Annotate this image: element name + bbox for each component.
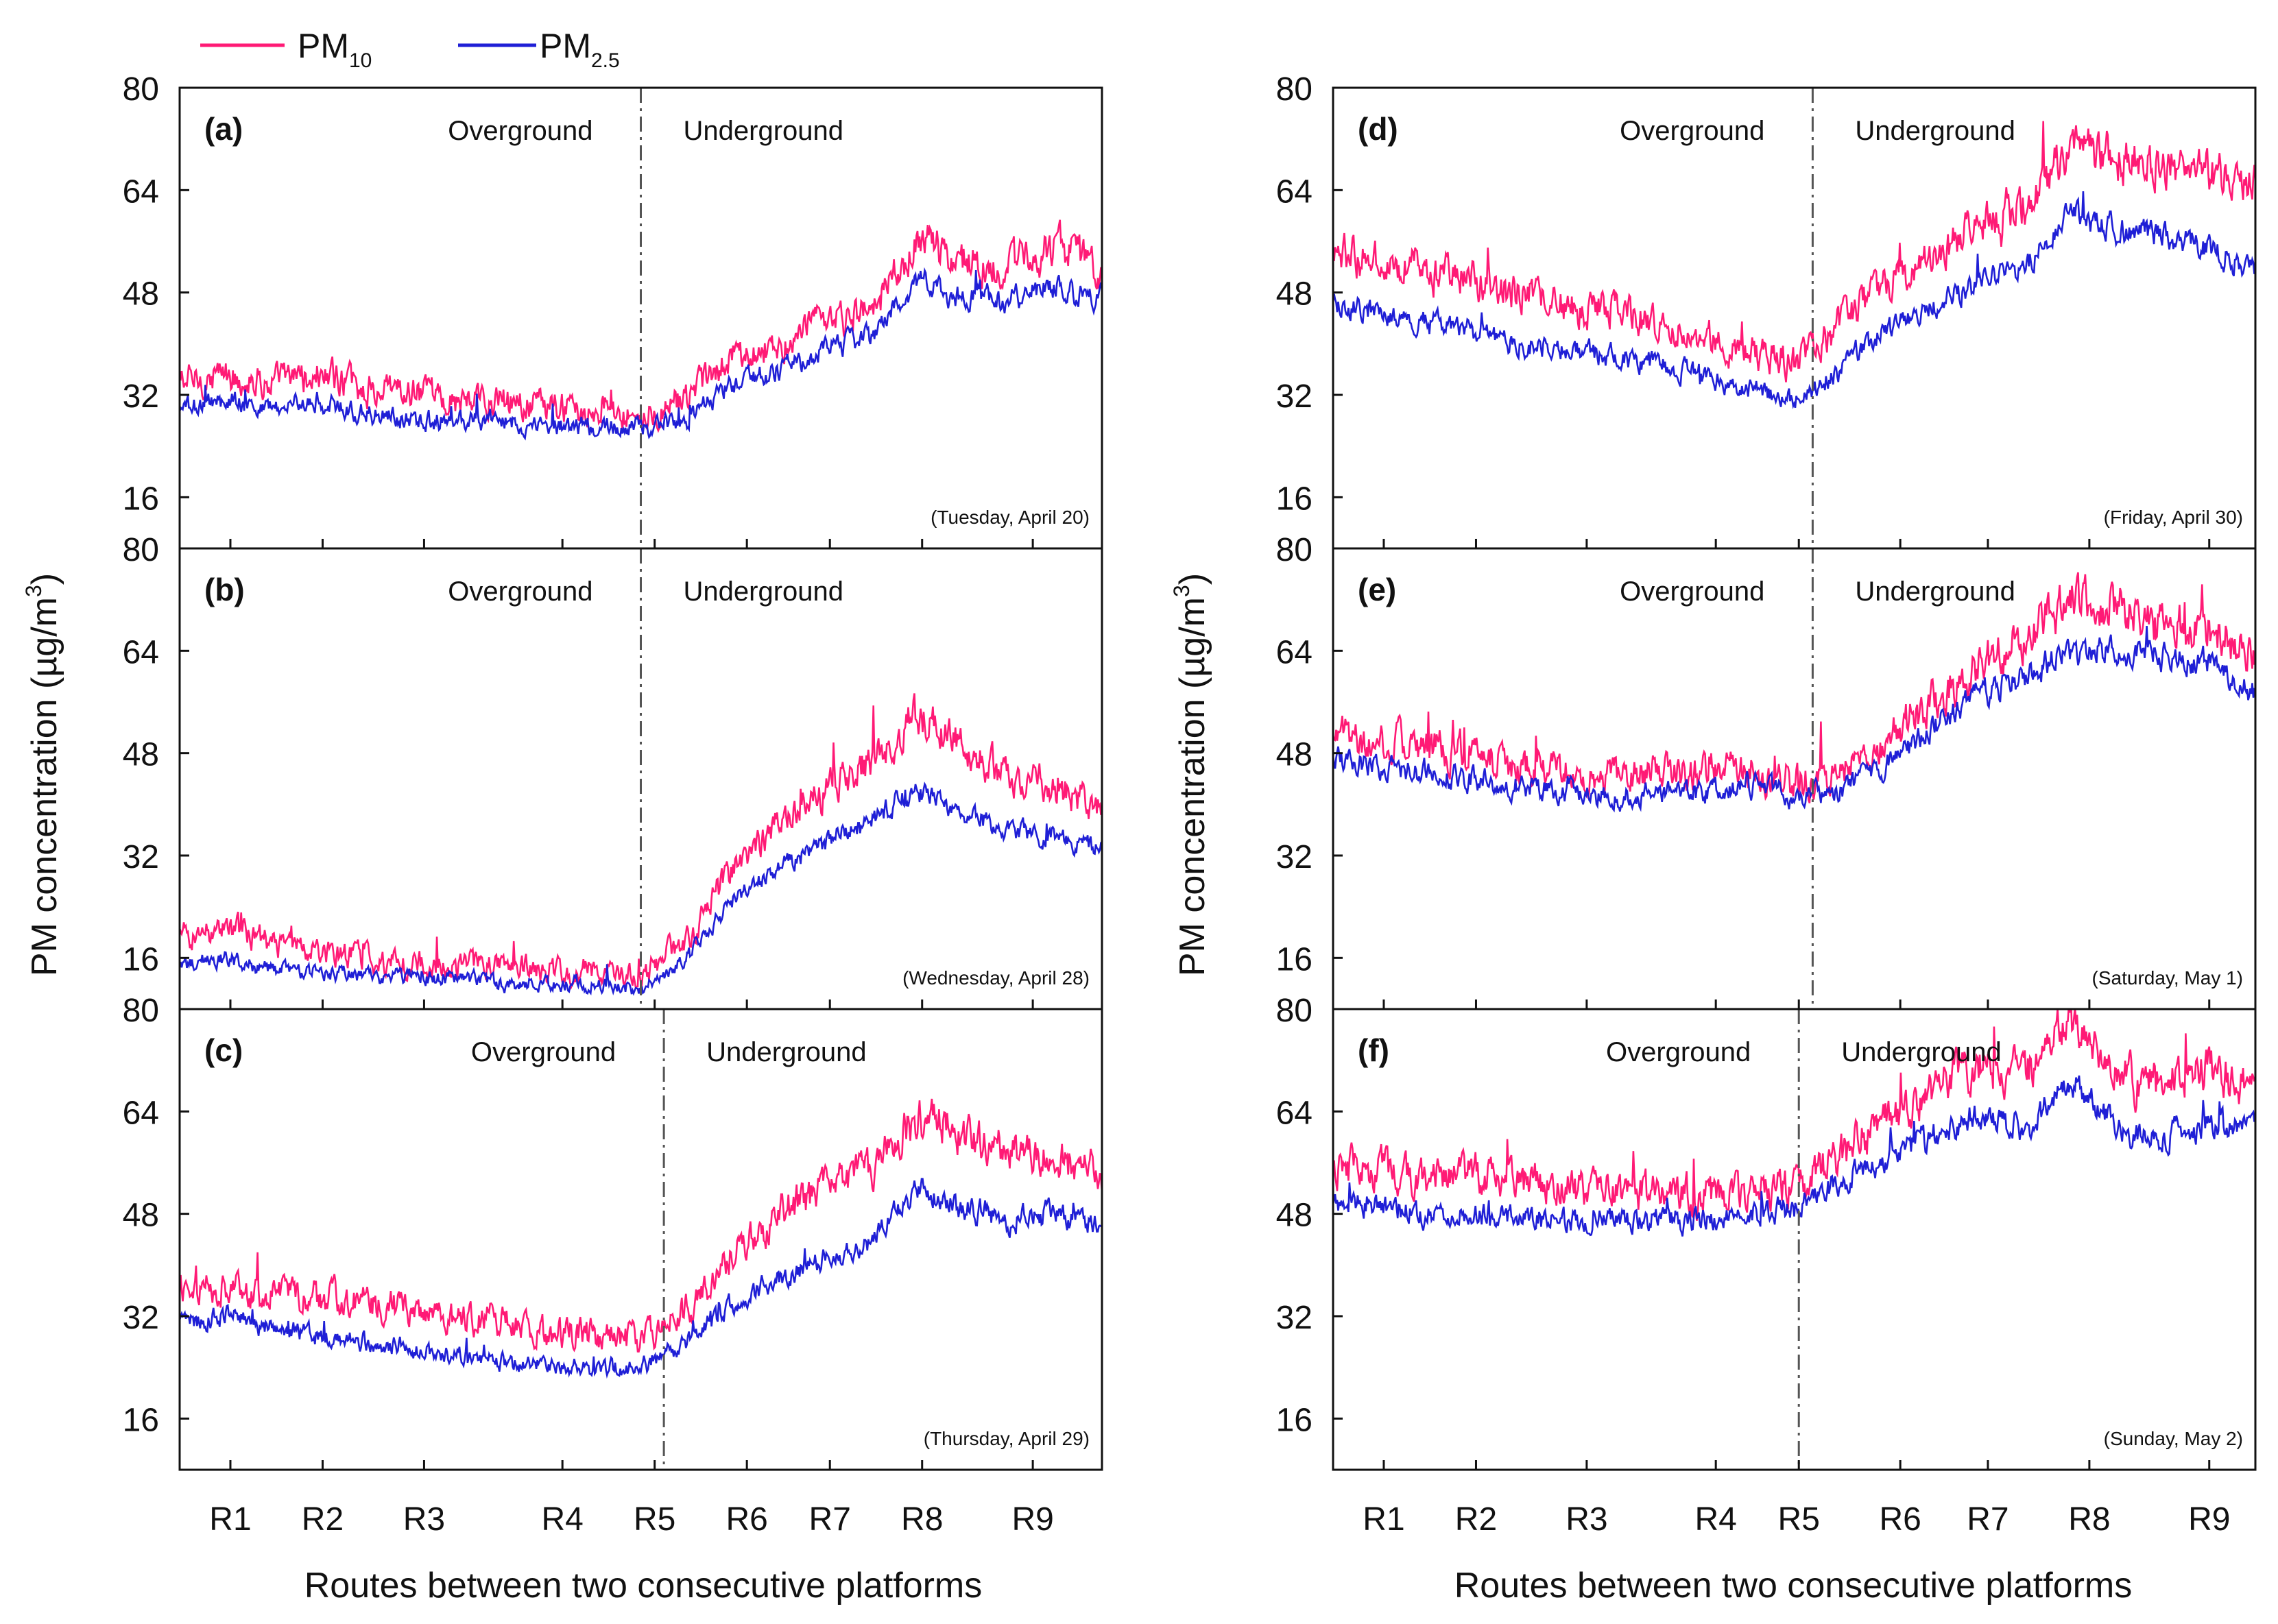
series-line-pm10-f [1333, 1009, 2255, 1221]
date-label: (Wednesday, April 28) [902, 967, 1090, 989]
panel-frame [1332, 1008, 2257, 1471]
y-tick-label: 16 [123, 941, 159, 978]
x-tick-label: R3 [1566, 1501, 1607, 1538]
y-tick-label: 32 [123, 378, 159, 415]
x-tick-label: R9 [1011, 1501, 1053, 1538]
region-label-overground: Overground [1620, 577, 1764, 607]
region-label-overground: Overground [448, 577, 592, 607]
panel-label: (d) [1358, 111, 1398, 147]
x-tick-label: R1 [1363, 1501, 1404, 1538]
y-tick-label: 80 [1276, 993, 1312, 1029]
panel-label: (e) [1358, 572, 1396, 607]
series-line-pm10-c [180, 1098, 1102, 1353]
y-tick-label: 16 [1276, 941, 1312, 978]
panel-label: (f) [1358, 1032, 1389, 1068]
x-tick-label: R7 [809, 1501, 851, 1538]
y-tick-label: 16 [1276, 1402, 1312, 1438]
y-tick-label: 48 [123, 737, 159, 773]
y-tick-label: 16 [123, 1402, 159, 1438]
series-line-pm25-c [180, 1178, 1102, 1379]
x-tick-label: R5 [1778, 1501, 1820, 1538]
x-tick-label: R4 [541, 1501, 583, 1538]
series-line-pm10-d [1333, 121, 2255, 383]
y-tick-label: 80 [123, 71, 159, 108]
panel-e: 16 32 48 64 80 (e) Overground Underground (Satur… [1276, 532, 2257, 1010]
region-label-overground: Overground [448, 116, 592, 146]
x-tick-label: R3 [403, 1501, 445, 1538]
y-tick-label: 64 [123, 634, 159, 670]
y-tick-label: 80 [1276, 532, 1312, 568]
series-line-pm25-d [1333, 191, 2255, 409]
y-tick-label: 48 [1276, 276, 1312, 313]
y-tick-label: 80 [1276, 71, 1312, 108]
panel-label: (c) [204, 1032, 243, 1068]
series-line-pm10-e [1333, 572, 2255, 803]
panel-f: 16 32 48 64 80 R1 R2 R3 R4 R5 R6 R7 R8 R9 (f) Overgroun… [1276, 993, 2257, 1538]
panel-b: 16 32 48 64 80 (b) Overground Underground (Wedne… [123, 532, 1103, 1010]
x-tick-label: R4 [1694, 1501, 1736, 1538]
y-axis-label-right: PM concentration (µg/m3) [1169, 573, 1212, 976]
x-tick-label: R2 [1455, 1501, 1497, 1538]
region-label-overground: Overground [471, 1037, 616, 1067]
y-tick-label: 32 [123, 839, 159, 875]
y-tick-label: 48 [123, 1198, 159, 1234]
y-tick-label: 64 [1276, 634, 1312, 670]
x-tick-label: R8 [901, 1501, 943, 1538]
region-label-underground: Underground [706, 1037, 867, 1067]
panels: 16 32 48 64 80 (a) Overground Underground (Tuesd… [123, 71, 2257, 1538]
y-tick-label: 16 [123, 481, 159, 517]
x-tick-label: R9 [2188, 1501, 2230, 1538]
y-tick-label: 32 [123, 1300, 159, 1336]
region-label-underground: Underground [684, 577, 844, 607]
y-tick-label: 64 [1276, 173, 1312, 210]
y-tick-label: 48 [1276, 1198, 1312, 1234]
y-axis-label-left: PM concentration (µg/m3) [21, 573, 64, 976]
y-tick-label: 80 [123, 532, 159, 568]
x-tick-label: R6 [1879, 1501, 1921, 1538]
date-label: (Tuesday, April 20) [931, 507, 1090, 528]
date-label: (Saturday, May 1) [2092, 967, 2243, 989]
panel-label: (a) [204, 111, 243, 147]
legend-pm25-label: PM2.5 [540, 27, 620, 72]
legend-pm10-label: PM10 [298, 27, 372, 72]
x-tick-label: R5 [634, 1501, 675, 1538]
date-label: (Sunday, May 2) [2104, 1428, 2243, 1449]
y-tick-label: 48 [123, 276, 159, 313]
y-tick-label: 32 [1276, 839, 1312, 875]
panel-label: (b) [204, 572, 245, 607]
y-tick-label: 16 [1276, 481, 1312, 517]
region-label-underground: Underground [684, 116, 844, 146]
panel-frame [178, 1008, 1103, 1471]
y-tick-label: 32 [1276, 1300, 1312, 1336]
x-tick-label: R1 [209, 1501, 251, 1538]
region-label-underground: Underground [1855, 577, 2015, 607]
date-label: (Thursday, April 29) [924, 1428, 1090, 1449]
series-line-pm25-e [1333, 626, 2255, 813]
x-tick-label: R8 [2068, 1501, 2110, 1538]
y-tick-label: 48 [1276, 737, 1312, 773]
panel-c: 16 32 48 64 80 R1 R2 R3 R4 R5 R6 R7 R8 R9 (c) Overgroun… [123, 993, 1103, 1538]
y-tick-label: 80 [123, 993, 159, 1029]
date-label: (Friday, April 30) [2104, 507, 2243, 528]
panel-a: 16 32 48 64 80 (a) Overground Underground (Tuesd… [123, 71, 1103, 550]
x-axis-label-left: Routes between two consecutive platforms [304, 1566, 983, 1605]
panel-frame [1332, 86, 2257, 550]
x-tick-label: R7 [1967, 1501, 2009, 1538]
y-tick-label: 64 [123, 173, 159, 210]
panel-d: 16 32 48 64 80 (d) Overground Underground (Frida… [1276, 71, 2257, 550]
y-tick-label: 32 [1276, 378, 1312, 415]
region-label-overground: Overground [1620, 116, 1764, 146]
x-axis-label-right: Routes between two consecutive platforms [1454, 1566, 2133, 1605]
region-label-underground: Underground [1855, 116, 2015, 146]
x-tick-label: R2 [302, 1501, 344, 1538]
x-tick-label: R6 [726, 1501, 767, 1538]
region-label-underground: Underground [1841, 1037, 2002, 1067]
series-line-pm25-f [1333, 1075, 2255, 1237]
legend: PM10 PM2.5 [200, 27, 620, 72]
y-tick-label: 64 [123, 1095, 159, 1131]
y-tick-label: 64 [1276, 1095, 1312, 1131]
region-label-overground: Overground [1606, 1037, 1751, 1067]
